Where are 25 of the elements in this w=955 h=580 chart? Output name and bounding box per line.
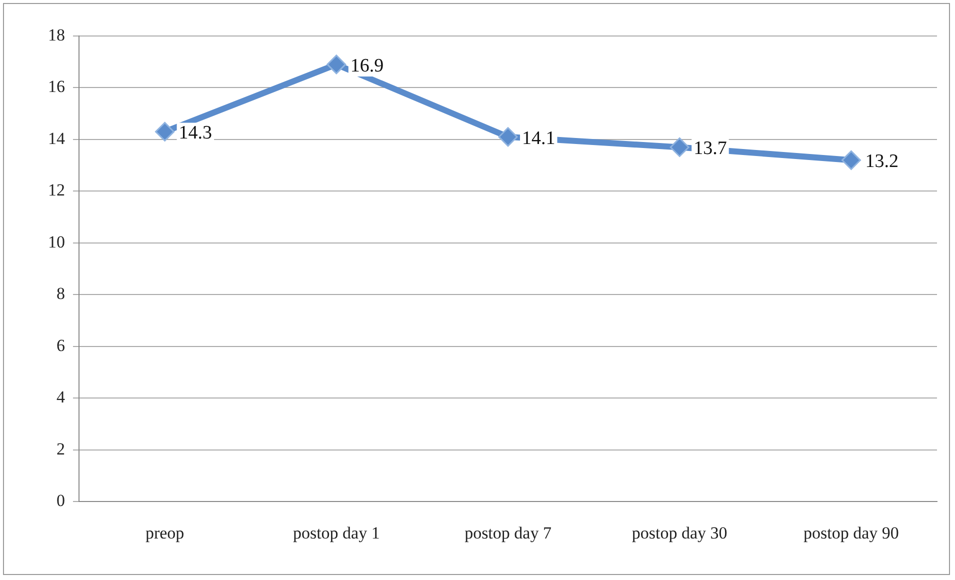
data-label: 13.2 [865, 151, 898, 172]
data-label: 14.1 [522, 128, 556, 149]
y-tick-label: 10 [48, 232, 65, 252]
point [155, 122, 175, 142]
x-tick-label: preop [145, 523, 184, 542]
x-tick-label: postop day 1 [292, 523, 380, 542]
y-tick-label: 16 [48, 77, 65, 96]
x-tick-label: postop day 7 [464, 523, 552, 542]
x-tick-label: postop day 90 [804, 523, 899, 542]
point [498, 127, 518, 147]
y-tick-label: 14 [48, 128, 66, 148]
y-tick-label: 12 [48, 180, 65, 200]
y-tick-label: 18 [48, 25, 65, 44]
point [841, 150, 861, 170]
y-tick-label: 6 [56, 336, 65, 355]
point [670, 137, 690, 157]
y-tick-label: 0 [56, 491, 65, 510]
point [326, 54, 346, 74]
data-label: 16.9 [350, 55, 384, 76]
data-label: 13.7 [694, 138, 727, 160]
x-tick-label: postop day 30 [632, 523, 728, 542]
y-tick-label: 4 [56, 388, 66, 407]
y-tick-label: 8 [56, 284, 65, 304]
y-tick-label: 2 [56, 439, 65, 458]
data-label: 14.3 [178, 122, 212, 144]
